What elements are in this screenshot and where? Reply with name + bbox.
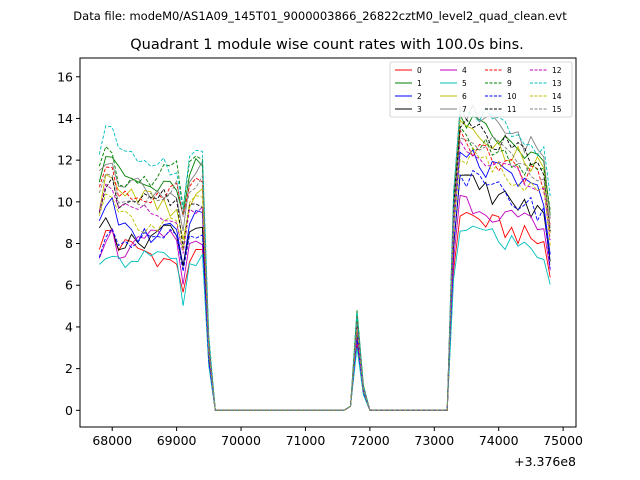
x-tick-label: 73000 [414, 433, 454, 448]
y-tick-label: 8 [65, 236, 73, 251]
legend-label-0: 0 [417, 66, 422, 75]
legend-label-2: 2 [417, 92, 422, 101]
y-axis: 0 2 4 6 8 10 12 14 16 [57, 69, 80, 418]
plot-area [79, 57, 577, 428]
legend-label-12: 12 [552, 66, 562, 75]
chart-suptitle: Data file: modeM0/AS1A09_145T01_90000038… [73, 9, 567, 23]
y-tick-label: 16 [57, 69, 73, 84]
y-tick-label: 0 [65, 403, 73, 418]
legend-label-11: 11 [507, 105, 517, 114]
legend-label-4: 4 [462, 66, 467, 75]
x-tick-label: 71000 [286, 433, 326, 448]
legend-label-14: 14 [552, 92, 562, 101]
legend-box [389, 61, 573, 118]
plot-frame [79, 57, 577, 428]
legend-label-7: 7 [462, 105, 467, 114]
legend-label-6: 6 [462, 92, 467, 101]
series-line-13 [98, 105, 551, 411]
x-axis: 68000 69000 70000 71000 72000 73000 74000 75000 [92, 427, 583, 448]
legend-label-5: 5 [462, 79, 467, 88]
y-tick-label: 10 [57, 194, 73, 209]
series-line-15 [98, 135, 551, 411]
legend-label-1: 1 [417, 79, 422, 88]
legend-label-9: 9 [507, 79, 512, 88]
legend-label-8: 8 [507, 66, 512, 75]
legend-label-3: 3 [417, 105, 422, 114]
series-layer [98, 103, 551, 411]
plot-background [80, 58, 576, 427]
y-tick-label: 6 [65, 278, 73, 293]
legend-label-13: 13 [552, 79, 562, 88]
y-tick-label: 12 [57, 153, 73, 168]
y-tick-label: 2 [65, 361, 73, 376]
x-tick-label: 75000 [543, 433, 583, 448]
x-tick-label: 72000 [350, 433, 390, 448]
x-tick-label: 68000 [92, 433, 132, 448]
chart-title: Quadrant 1 module wise count rates with … [130, 37, 524, 53]
legend-label-10: 10 [507, 92, 517, 101]
x-offset-label: +3.376e8 [514, 454, 576, 469]
y-tick-label: 4 [65, 319, 73, 334]
y-tick-label: 14 [57, 111, 73, 126]
legend-label-15: 15 [552, 105, 562, 114]
x-tick-label: 74000 [479, 433, 519, 448]
x-tick-label: 69000 [157, 433, 197, 448]
x-tick-label: 70000 [221, 433, 261, 448]
